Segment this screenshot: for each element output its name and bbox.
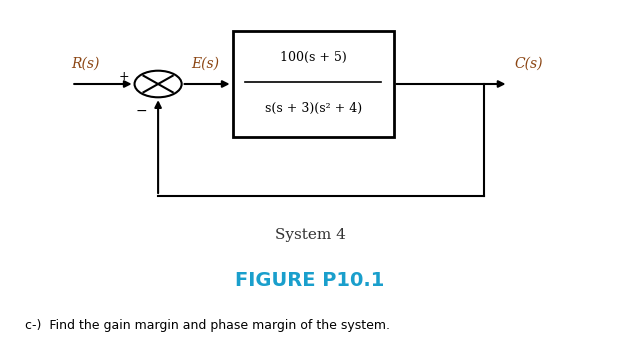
Text: R(s): R(s) <box>71 57 100 71</box>
Text: C(s): C(s) <box>515 57 543 71</box>
Text: −: − <box>136 104 148 118</box>
Text: System 4: System 4 <box>275 228 345 241</box>
Text: +: + <box>119 70 130 83</box>
Text: s(s + 3)(s² + 4): s(s + 3)(s² + 4) <box>265 102 361 115</box>
Bar <box>232 32 394 136</box>
Text: FIGURE P10.1: FIGURE P10.1 <box>236 271 384 289</box>
Text: c-)  Find the gain margin and phase margin of the system.: c-) Find the gain margin and phase margi… <box>25 319 390 332</box>
Text: 100(s + 5): 100(s + 5) <box>280 50 347 64</box>
Text: E(s): E(s) <box>191 57 219 71</box>
